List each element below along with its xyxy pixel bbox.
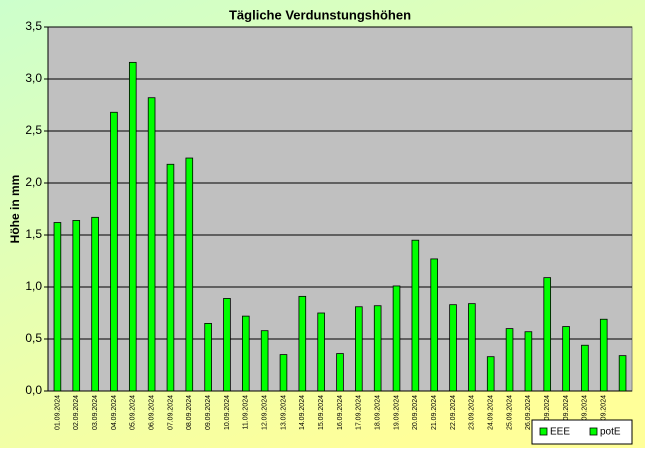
legend-label: EEE — [550, 427, 570, 438]
y-tick-label: 2,0 — [25, 175, 42, 189]
legend-swatch — [589, 427, 598, 436]
x-tick-label: 21.09.2024 — [431, 395, 438, 430]
x-tick-label: 20.09.2024 — [412, 395, 419, 430]
legend — [531, 419, 633, 445]
bar — [91, 216, 99, 392]
plot-area — [47, 26, 633, 392]
x-tick-label: 04.09.2024 — [111, 395, 118, 430]
bar — [204, 322, 212, 392]
bar — [260, 330, 269, 392]
bar — [562, 326, 570, 392]
x-tick-label: 01.09.2024 — [54, 395, 61, 430]
x-tick-label: 05.09.2024 — [130, 395, 137, 430]
x-tick-label: 22.09.2024 — [450, 395, 457, 430]
bar — [449, 304, 457, 392]
legend-label: potE — [600, 427, 621, 438]
y-tick-label: 2,5 — [25, 123, 42, 137]
bar — [373, 305, 382, 392]
x-tick-label: 08.09.2024 — [186, 395, 193, 430]
bar — [110, 111, 118, 392]
x-tick-label: 03.09.2024 — [92, 395, 99, 430]
y-tick-label: 1,5 — [25, 227, 42, 241]
legend-swatch — [539, 427, 548, 436]
bar — [223, 298, 231, 392]
y-tick-label: 1,0 — [25, 279, 42, 293]
x-tick-label: 10.09.2024 — [224, 395, 231, 430]
x-tick-label: 12.09.2024 — [261, 395, 268, 430]
y-tick-label: 0,0 — [25, 383, 42, 397]
x-tick-label: 06.09.2024 — [148, 395, 155, 430]
x-tick-label: 07.09.2024 — [167, 395, 174, 430]
bar — [486, 356, 495, 392]
x-tick-label: 26.09.2024 — [525, 395, 532, 430]
y-axis-label: Höhe in mm — [8, 175, 22, 244]
x-tick-label: 09.09.2024 — [205, 395, 212, 430]
bar — [543, 277, 552, 392]
x-tick-label: 25.09.2024 — [506, 395, 513, 430]
bar — [581, 344, 589, 392]
bar — [242, 315, 250, 392]
bar — [298, 295, 307, 392]
bar — [355, 306, 363, 392]
bar — [524, 331, 533, 392]
bar — [599, 318, 608, 392]
x-tick-label: 29.09.2024 — [582, 395, 589, 430]
bar — [166, 163, 175, 392]
bar — [411, 239, 420, 392]
bar — [336, 353, 344, 392]
x-tick-label: 13.09.2024 — [280, 395, 287, 430]
x-tick-label: 11.09.2024 — [243, 395, 250, 430]
y-tick-label: 3,0 — [25, 71, 42, 85]
x-tick-label: 02.09.2024 — [73, 395, 80, 430]
x-tick-label: 23.09.2024 — [469, 395, 476, 430]
bar — [147, 97, 156, 392]
x-tick-label: 19.09.2024 — [393, 395, 400, 430]
x-tick-label: 14.09.2024 — [299, 395, 306, 430]
bar — [505, 328, 514, 392]
x-tick-label: 28.09.2024 — [563, 395, 570, 430]
bar — [392, 285, 401, 392]
x-tick-label: 18.09.2024 — [375, 395, 382, 430]
x-tick-label: 30.09.2024 — [601, 395, 608, 430]
bar — [128, 61, 137, 392]
x-tick-label: 24.09.2024 — [488, 395, 495, 430]
bar — [279, 354, 288, 392]
chart-title: Tägliche Verdunstungshöhen — [229, 7, 411, 22]
x-tick-label: 16.09.2024 — [337, 395, 344, 430]
x-tick-label: 27.09.2024 — [544, 395, 551, 430]
x-tick-label: 15.09.2024 — [318, 395, 325, 430]
bar — [72, 220, 81, 392]
y-tick-label: 3,5 — [25, 19, 42, 33]
x-tick-label: 17.09.2024 — [356, 395, 363, 430]
bar — [185, 157, 194, 392]
bar — [618, 355, 627, 392]
bar — [468, 303, 476, 392]
bar — [317, 312, 325, 392]
bar — [430, 258, 438, 392]
y-tick-label: 0,5 — [25, 331, 42, 345]
bar — [53, 222, 62, 392]
